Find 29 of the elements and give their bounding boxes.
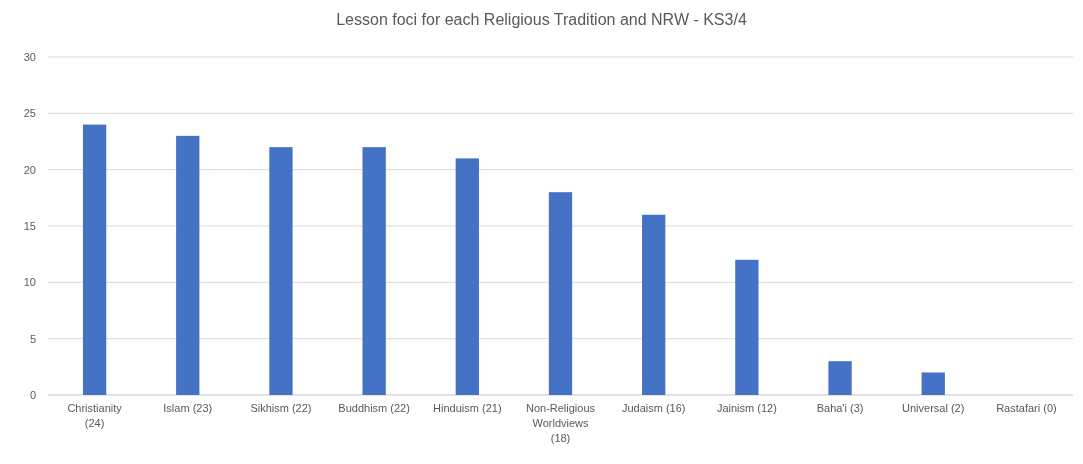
y-tick-label: 15 [23, 219, 36, 232]
bar [642, 214, 666, 395]
chart-title: Lesson foci for each Religious Tradition and NRW - KS3/4 [336, 11, 747, 28]
bar [82, 124, 107, 395]
x-tick-label: Universal (2) [902, 402, 965, 414]
bar [735, 259, 759, 395]
x-tick-label: Buddhism (22) [338, 402, 410, 414]
bar [455, 158, 479, 395]
x-tick-label: Jainism (12) [716, 402, 777, 414]
bar [548, 192, 573, 395]
bar [828, 361, 852, 395]
x-tick-label: Islam (23) [163, 402, 213, 414]
x-tick-label: Baha'i (3) [816, 402, 864, 414]
x-tick-label: Rastafari (0) [996, 402, 1057, 414]
bar [269, 147, 293, 395]
bar [362, 147, 386, 395]
y-tick-label: 5 [29, 332, 36, 345]
y-tick-label: 10 [23, 276, 36, 289]
x-tick-label: Judaism (16) [621, 402, 686, 414]
bar [921, 372, 945, 395]
y-tick-label: 25 [23, 107, 36, 120]
x-tick-label: Non-Religious Worldviews (18) [525, 402, 596, 444]
bar [176, 135, 200, 395]
y-tick-label: 30 [23, 50, 36, 63]
x-tick-label: Sikhism (22) [250, 402, 312, 414]
x-tick-label: Christianity (24) [67, 402, 123, 429]
y-tick-label: 20 [23, 163, 36, 176]
x-tick-label: Hinduism (21) [433, 402, 502, 414]
y-tick-label: 0 [29, 388, 36, 401]
